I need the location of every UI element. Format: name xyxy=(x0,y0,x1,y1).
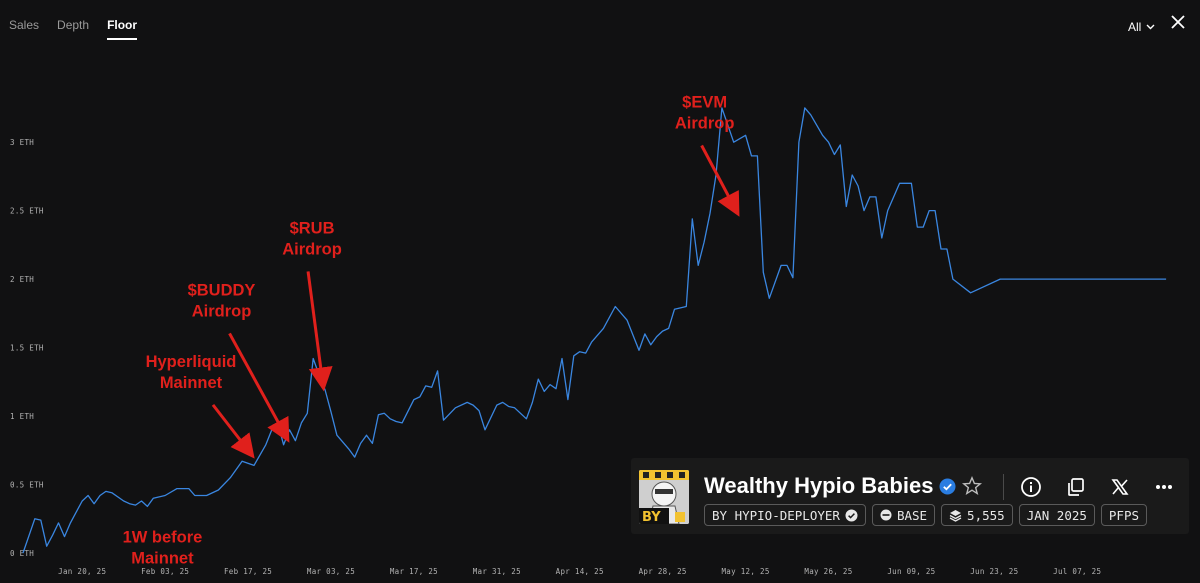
collection-tags: BY HYPIO-DEPLOYER BASE 5,555 JAN 2025 PF… xyxy=(704,504,1148,526)
annotation-label: $BUDDY Airdrop xyxy=(188,281,256,320)
annotation-line: Airdrop xyxy=(675,114,735,132)
annotation-arrow xyxy=(306,271,333,392)
creator-tag[interactable]: BY HYPIO-DEPLOYER xyxy=(704,504,866,526)
tab-sales[interactable]: Sales xyxy=(9,18,40,32)
tab-floor[interactable]: Floor xyxy=(107,18,138,40)
y-tick-label: 0.5 ETH xyxy=(10,481,44,490)
time-range-label: All xyxy=(1128,20,1142,34)
annotation-line: $EVM xyxy=(682,93,727,111)
annotation-arrow xyxy=(211,403,255,459)
x-tick-label: Jun 23, 25 xyxy=(970,567,1018,576)
verified-badge-icon xyxy=(939,478,956,495)
chart-tabs: Sales Depth Floor xyxy=(9,18,138,40)
annotation-arrow xyxy=(700,144,740,217)
collection-name: Wealthy Hypio Babies xyxy=(704,473,934,498)
annotation-line: Hyperliquid xyxy=(146,353,237,371)
x-tick-label: Feb 03, 25 xyxy=(141,567,189,576)
y-tick-label: 2 ETH xyxy=(10,275,34,284)
favorite-button[interactable] xyxy=(961,475,983,502)
date-tag[interactable]: JAN 2025 xyxy=(1018,504,1095,526)
annotation-label: 1W before Mainnet xyxy=(123,529,203,568)
more-icon xyxy=(1156,485,1172,489)
x-tick-label: Jan 20, 25 xyxy=(58,567,106,576)
close-button[interactable] xyxy=(1170,14,1186,30)
annotation-arrow xyxy=(228,332,290,443)
x-tick-label: Jun 09, 25 xyxy=(887,567,935,576)
star-icon xyxy=(961,475,983,496)
x-link-button[interactable] xyxy=(1108,475,1132,499)
y-axis: 0 ETH 0.5 ETH 1 ETH 1.5 ETH 2 ETH 2.5 ETH 3 ET… xyxy=(10,138,44,558)
y-tick-label: 1.5 ETH xyxy=(10,344,44,353)
x-tick-label: Feb 17, 25 xyxy=(224,567,272,576)
x-logo-icon xyxy=(1111,479,1129,495)
annotation-line: Mainnet xyxy=(160,374,223,392)
x-tick-label: May 12, 25 xyxy=(721,567,769,576)
chain-tag[interactable]: BASE xyxy=(871,504,936,526)
annotation-line: Airdrop xyxy=(192,302,252,320)
annotation-layer: 1W before Mainnet Hyperliquid Mainnet $BUDDY… xyxy=(123,93,740,568)
creator-label: BY HYPIO-DEPLOYER xyxy=(712,507,840,523)
y-tick-label: 1 ETH xyxy=(10,412,34,421)
series-layer xyxy=(22,107,1167,554)
info-icon xyxy=(1021,477,1041,497)
x-tick-label: Mar 31, 25 xyxy=(473,567,521,576)
base-chain-icon xyxy=(880,509,892,521)
collection-card: BY Wealthy Hypio Babies BY HYPIO-DEPLOYE… xyxy=(631,458,1189,534)
y-tick-label: 3 ETH xyxy=(10,138,34,147)
annotation-line: $RUB xyxy=(290,219,335,237)
x-tick-label: Apr 28, 25 xyxy=(639,567,687,576)
info-button[interactable] xyxy=(1019,475,1043,499)
card-divider xyxy=(1003,474,1004,500)
chevron-down-icon xyxy=(1146,24,1155,30)
annotation-label: Hyperliquid Mainnet xyxy=(146,353,237,392)
date-label: JAN 2025 xyxy=(1026,507,1087,523)
y-tick-label: 2.5 ETH xyxy=(10,207,44,216)
copy-icon xyxy=(1068,478,1084,496)
x-tick-label: Mar 03, 25 xyxy=(307,567,355,576)
collection-title: Wealthy Hypio Babies xyxy=(704,473,956,499)
annotation-line: $BUDDY xyxy=(188,281,256,299)
x-tick-label: Mar 17, 25 xyxy=(390,567,438,576)
category-tag[interactable]: PFPS xyxy=(1100,504,1148,526)
annotation-label: $EVM Airdrop xyxy=(675,93,735,132)
annotation-line: Airdrop xyxy=(282,240,342,258)
floor-price-line xyxy=(22,107,1167,554)
verified-icon xyxy=(845,509,858,521)
collection-thumbnail[interactable]: BY xyxy=(639,470,689,524)
category-label: PFPS xyxy=(1108,507,1140,523)
supply-label: 5,555 xyxy=(967,507,1005,523)
chain-label: BASE xyxy=(896,507,928,523)
layers-icon xyxy=(949,509,962,522)
annotation-line: Mainnet xyxy=(131,550,194,568)
thumbnail-text: BY xyxy=(642,510,661,524)
more-button[interactable] xyxy=(1152,475,1176,499)
close-icon xyxy=(1171,15,1185,29)
x-tick-label: Apr 14, 25 xyxy=(556,567,604,576)
copy-button[interactable] xyxy=(1064,475,1088,499)
y-tick-label: 0 ETH xyxy=(10,549,34,558)
tab-depth[interactable]: Depth xyxy=(57,18,90,32)
x-tick-label: May 26, 25 xyxy=(804,567,852,576)
time-range-select[interactable]: All xyxy=(1128,20,1155,34)
annotation-label: $RUB Airdrop xyxy=(282,219,342,258)
supply-tag[interactable]: 5,555 xyxy=(941,504,1013,526)
annotation-line: 1W before xyxy=(123,529,203,547)
x-axis: Jan 20, 25 Feb 03, 25 Feb 17, 25 Mar 03, 25… xyxy=(58,567,1101,576)
x-tick-label: Jul 07, 25 xyxy=(1053,567,1101,576)
